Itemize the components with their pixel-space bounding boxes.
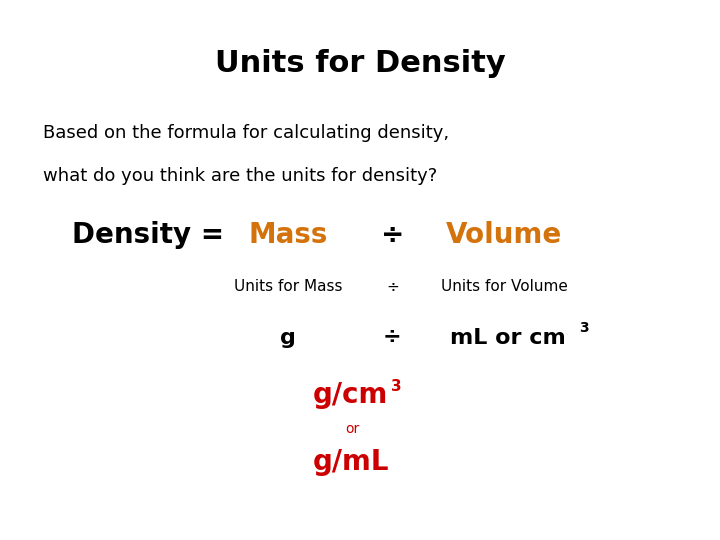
Text: ÷: ÷ xyxy=(386,279,399,294)
Text: Units for Volume: Units for Volume xyxy=(441,279,567,294)
Text: Units for Mass: Units for Mass xyxy=(234,279,342,294)
Text: or: or xyxy=(346,422,360,436)
Text: Volume: Volume xyxy=(446,221,562,249)
Text: Mass: Mass xyxy=(248,221,328,249)
Text: g/mL: g/mL xyxy=(313,448,390,476)
Text: Units for Density: Units for Density xyxy=(215,49,505,78)
Text: g/cm: g/cm xyxy=(313,381,389,409)
Text: g: g xyxy=(280,327,296,348)
Text: ÷: ÷ xyxy=(381,221,404,249)
Text: 3: 3 xyxy=(580,321,589,335)
Text: Based on the formula for calculating density,: Based on the formula for calculating den… xyxy=(43,124,449,142)
Text: ÷: ÷ xyxy=(383,327,402,348)
Text: mL or cm: mL or cm xyxy=(450,327,566,348)
Text: 3: 3 xyxy=(391,379,402,394)
Text: Density =: Density = xyxy=(72,221,234,249)
Text: what do you think are the units for density?: what do you think are the units for dens… xyxy=(43,167,438,185)
